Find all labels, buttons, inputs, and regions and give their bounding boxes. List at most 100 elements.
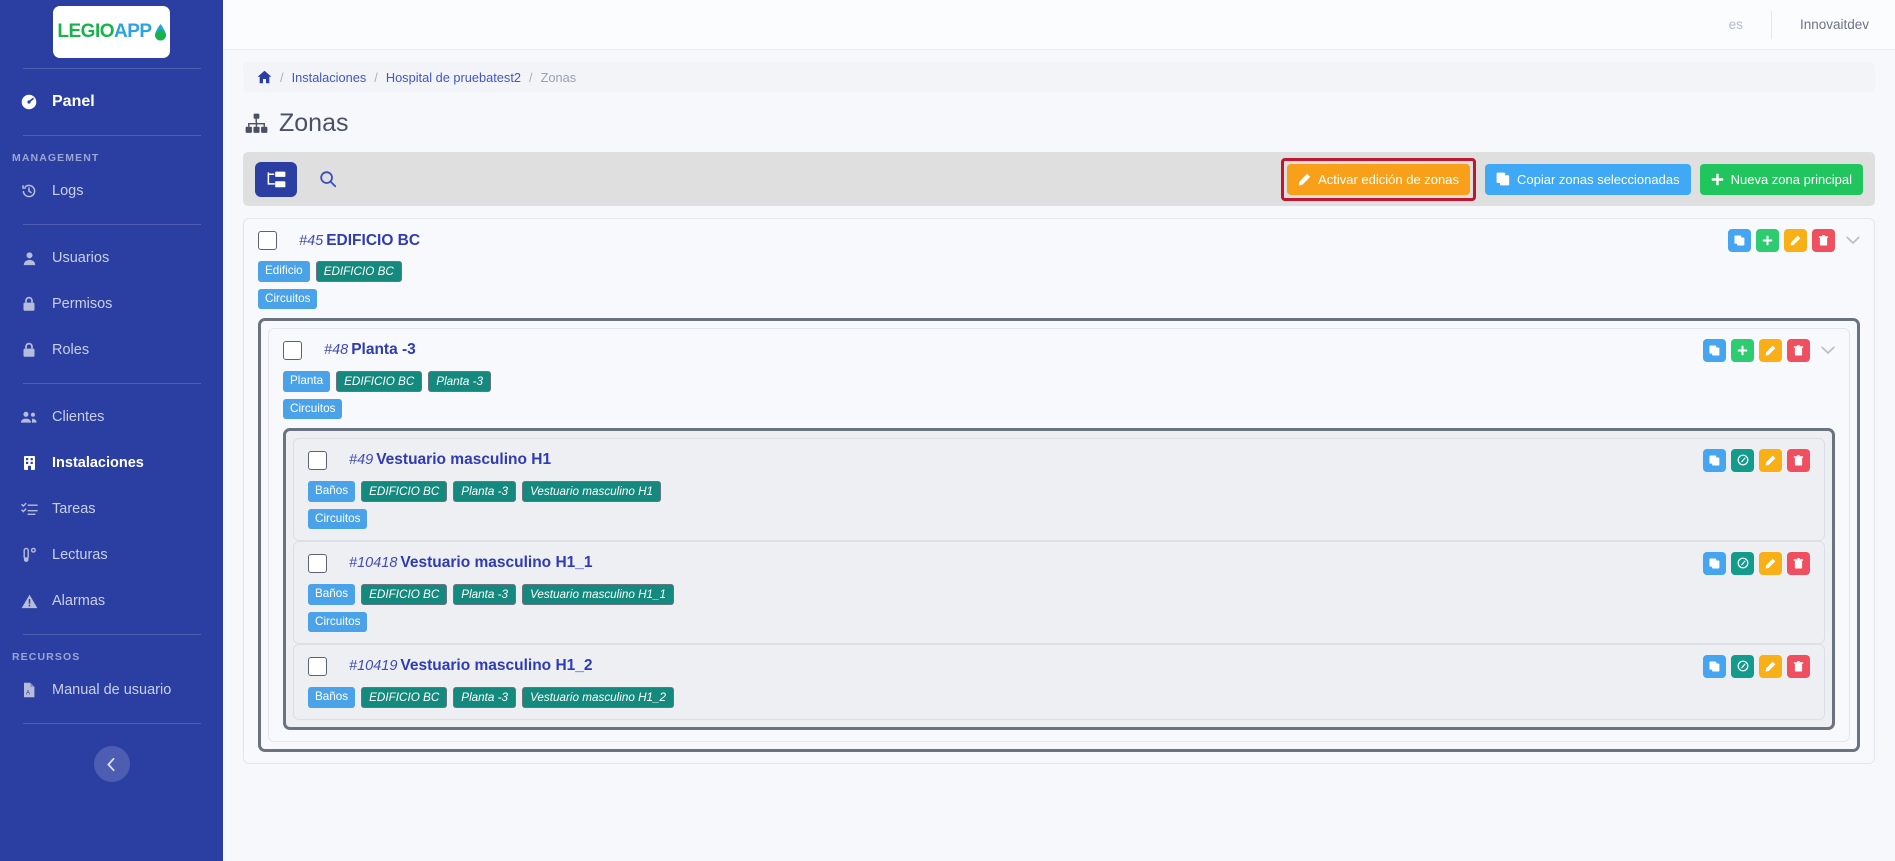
zone-card[interactable]: #45 EDIFICIO BC bbox=[243, 218, 1875, 765]
zone-checkbox[interactable] bbox=[308, 656, 327, 676]
logo-legio: LEGIO bbox=[57, 21, 115, 42]
tree-view-button[interactable] bbox=[255, 161, 297, 197]
gauge-zone-icon[interactable] bbox=[1731, 448, 1754, 472]
zone-checkbox[interactable] bbox=[258, 231, 277, 250]
sidebar-divider bbox=[22, 634, 201, 635]
sidebar-item-label: Roles bbox=[52, 342, 90, 358]
zone-card-header: #10419 Vestuario masculino H1_2 bbox=[308, 654, 1810, 678]
zone-name: EDIFICIO BC bbox=[326, 231, 421, 249]
zone-path-badge: EDIFICIO BC bbox=[315, 261, 402, 283]
history-icon bbox=[18, 183, 40, 199]
add-zone-icon[interactable] bbox=[1731, 338, 1754, 362]
zone-card-header: #49 Vestuario masculino H1 bbox=[308, 448, 1810, 472]
edit-zone-icon[interactable] bbox=[1759, 654, 1782, 678]
delete-zone-icon[interactable] bbox=[1787, 448, 1810, 472]
home-icon[interactable] bbox=[257, 70, 272, 84]
nueva-zona-principal-button[interactable]: Nueva zona principal bbox=[1699, 163, 1863, 195]
sidebar-section-management: MANAGEMENT bbox=[12, 152, 100, 164]
circuitos-badge[interactable]: Circuitos bbox=[283, 399, 343, 419]
sidebar-item-lecturas[interactable]: Lecturas bbox=[0, 532, 223, 578]
activar-edicion-de-zonas-button[interactable]: Activar edición de zonas bbox=[1287, 163, 1470, 195]
expand-chevron-down-icon[interactable] bbox=[1821, 346, 1835, 355]
sidebar-item-tareas[interactable]: Tareas bbox=[0, 486, 223, 532]
water-drop-icon bbox=[154, 24, 166, 41]
pencil-icon bbox=[1298, 173, 1311, 186]
copy-zone-icon[interactable] bbox=[1703, 551, 1726, 575]
sidebar-item-logs[interactable]: Logs bbox=[0, 168, 223, 214]
toolbar-actions: Activar edición de zonas Copiar zonas se… bbox=[1281, 157, 1863, 201]
sidebar-item-clientes[interactable]: Clientes bbox=[0, 394, 223, 440]
copiar-zonas-seleccionadas-button[interactable]: Copiar zonas seleccionadas bbox=[1484, 163, 1691, 195]
edit-zone-icon[interactable] bbox=[1759, 448, 1782, 472]
zone-title: #48 Planta -3 bbox=[324, 341, 416, 359]
zone-card[interactable]: #10418 Vestuario masculino H1_1 bbox=[293, 540, 1825, 644]
sidebar-item-label: Permisos bbox=[52, 296, 113, 312]
zone-checkbox[interactable] bbox=[283, 340, 302, 360]
breadcrumb-item-current: Zonas bbox=[540, 69, 577, 85]
gauge-zone-icon[interactable] bbox=[1731, 654, 1754, 678]
zone-actions bbox=[1703, 448, 1810, 472]
zone-id: #45 bbox=[299, 232, 324, 249]
sidebar-item-alarmas[interactable]: Alarmas bbox=[0, 578, 223, 624]
zone-checkbox[interactable] bbox=[308, 450, 327, 470]
sidebar-item-label: Lecturas bbox=[52, 547, 108, 563]
breadcrumb-item-instalaciones[interactable]: Instalaciones bbox=[291, 69, 367, 85]
sitemap-icon bbox=[245, 113, 268, 134]
app-logo[interactable]: LEGIO APP bbox=[53, 6, 170, 58]
topbar: es Innovaitdev bbox=[223, 0, 1895, 50]
zone-children-level2: #48 Planta -3 bbox=[258, 317, 1860, 753]
sidebar-divider bbox=[22, 383, 201, 384]
copy-zone-icon[interactable] bbox=[1728, 229, 1751, 252]
sidebar-item-roles[interactable]: Roles bbox=[0, 327, 223, 373]
sidebar-item-permisos[interactable]: Permisos bbox=[0, 281, 223, 327]
copy-zone-icon[interactable] bbox=[1703, 448, 1726, 472]
building-icon bbox=[18, 455, 40, 471]
content: / Instalaciones / Hospital de pruebatest… bbox=[223, 50, 1895, 784]
sidebar-item-usuarios[interactable]: Usuarios bbox=[0, 235, 223, 281]
zone-card-header: #45 EDIFICIO BC bbox=[258, 229, 1860, 252]
breadcrumb: / Instalaciones / Hospital de pruebatest… bbox=[243, 62, 1875, 92]
circuitos-badge[interactable]: Circuitos bbox=[308, 612, 368, 632]
sidebar-item-instalaciones[interactable]: Instalaciones bbox=[0, 440, 223, 486]
zone-type-badge: Baños bbox=[308, 686, 356, 709]
circuitos-badge[interactable]: Circuitos bbox=[308, 509, 368, 529]
zone-card[interactable]: #10419 Vestuario masculino H1_2 bbox=[293, 643, 1825, 721]
zone-path-badge: Planta -3 bbox=[453, 480, 517, 503]
zone-title: #10418 Vestuario masculino H1_1 bbox=[349, 554, 593, 572]
sidebar-collapse-button[interactable] bbox=[93, 746, 130, 782]
sidebar-divider bbox=[22, 68, 201, 69]
delete-zone-icon[interactable] bbox=[1787, 654, 1810, 678]
copy-zone-icon[interactable] bbox=[1703, 654, 1726, 678]
user-menu[interactable]: Innovaitdev bbox=[1799, 17, 1869, 32]
zone-checkbox[interactable] bbox=[308, 553, 327, 573]
zone-path-badge: EDIFICIO BC bbox=[361, 686, 448, 709]
sidebar-item-panel[interactable]: Panel bbox=[0, 79, 223, 125]
zone-circuits-row: Circuitos bbox=[283, 392, 1835, 419]
sidebar-item-manual-de-usuario[interactable]: A Manual de usuario bbox=[0, 667, 223, 713]
copy-zone-icon[interactable] bbox=[1703, 338, 1726, 362]
add-zone-icon[interactable] bbox=[1756, 229, 1779, 252]
language-selector[interactable]: es bbox=[1728, 17, 1743, 32]
breadcrumb-separator: / bbox=[529, 69, 533, 85]
zone-path-badge: Vestuario masculino H1 bbox=[522, 480, 662, 503]
delete-zone-icon[interactable] bbox=[1787, 338, 1810, 362]
highlight-box: Activar edición de zonas bbox=[1281, 157, 1476, 201]
zone-card-header: #48 Planta -3 bbox=[283, 338, 1835, 362]
edit-zone-icon[interactable] bbox=[1759, 551, 1782, 575]
delete-zone-icon[interactable] bbox=[1787, 551, 1810, 575]
zone-name: Vestuario masculino H1_2 bbox=[400, 657, 593, 675]
search-button[interactable] bbox=[319, 170, 337, 188]
edit-zone-icon[interactable] bbox=[1784, 229, 1807, 252]
expand-chevron-down-icon[interactable] bbox=[1846, 236, 1860, 245]
zone-card[interactable]: #49 Vestuario masculino H1 bbox=[293, 437, 1825, 541]
circuitos-badge[interactable]: Circuitos bbox=[258, 289, 318, 309]
edit-zone-icon[interactable] bbox=[1759, 338, 1782, 362]
search-icon bbox=[319, 170, 337, 188]
gauge-zone-icon[interactable] bbox=[1731, 551, 1754, 575]
delete-zone-icon[interactable] bbox=[1812, 229, 1835, 252]
sidebar-item-label: Tareas bbox=[52, 501, 96, 517]
breadcrumb-item-hospital[interactable]: Hospital de pruebatest2 bbox=[385, 69, 521, 85]
zone-card[interactable]: #48 Planta -3 bbox=[268, 327, 1850, 743]
zone-title: #10419 Vestuario masculino H1_2 bbox=[349, 657, 593, 675]
zones-list: #45 EDIFICIO BC bbox=[243, 218, 1875, 784]
